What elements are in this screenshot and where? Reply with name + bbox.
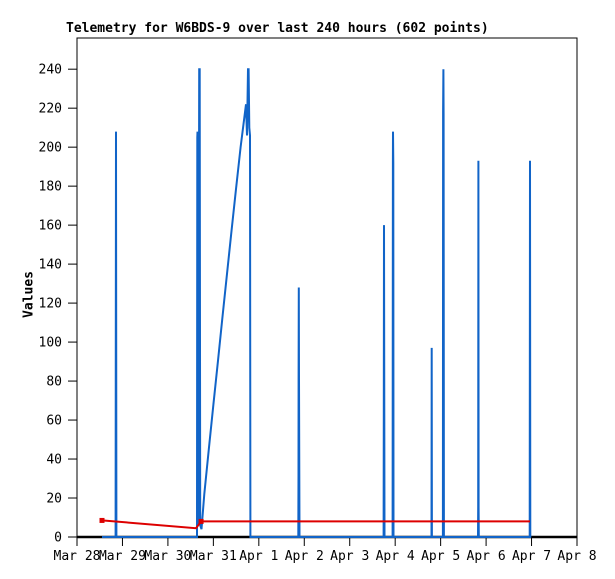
x-tick-label: Apr 4 — [376, 549, 415, 564]
y-tick-label: 20 — [46, 492, 62, 507]
y-tick-label: 180 — [39, 180, 62, 195]
y-tick-label: 0 — [54, 531, 62, 546]
y-tick-label: 220 — [39, 102, 62, 117]
x-tick-label: Mar 31 — [190, 549, 237, 564]
y-tick-label: 160 — [39, 219, 62, 234]
telemetry-baseline-line — [101, 519, 530, 530]
x-tick-label: Apr 7 — [512, 549, 551, 564]
telemetry-values-line — [102, 68, 532, 538]
x-tick-label: Apr 1 — [239, 549, 278, 564]
telemetry-baseline-marker — [198, 518, 204, 524]
y-tick-label: 40 — [46, 453, 62, 468]
y-tick-label: 100 — [39, 336, 62, 351]
x-tick-label: Apr 2 — [285, 549, 324, 564]
x-tick-label: Apr 8 — [557, 549, 596, 564]
x-tick-label: Apr 3 — [330, 549, 369, 564]
chart-title: Telemetry for W6BDS-9 over last 240 hour… — [66, 21, 489, 36]
y-tick-label: 120 — [39, 297, 62, 312]
x-tick-label: Apr 6 — [467, 549, 506, 564]
y-tick-label: 200 — [39, 141, 62, 156]
y-tick-label: 240 — [39, 63, 62, 78]
telemetry-baseline-marker — [99, 517, 105, 523]
y-tick-label: 140 — [39, 258, 62, 273]
x-tick-label: Mar 30 — [144, 549, 191, 564]
x-tick-label: Mar 28 — [54, 549, 101, 564]
y-tick-label: 60 — [46, 414, 62, 429]
x-tick-label: Mar 29 — [99, 549, 146, 564]
x-tick-label: Apr 5 — [421, 549, 460, 564]
plot-border — [76, 37, 578, 538]
y-tick-label: 80 — [46, 375, 62, 390]
